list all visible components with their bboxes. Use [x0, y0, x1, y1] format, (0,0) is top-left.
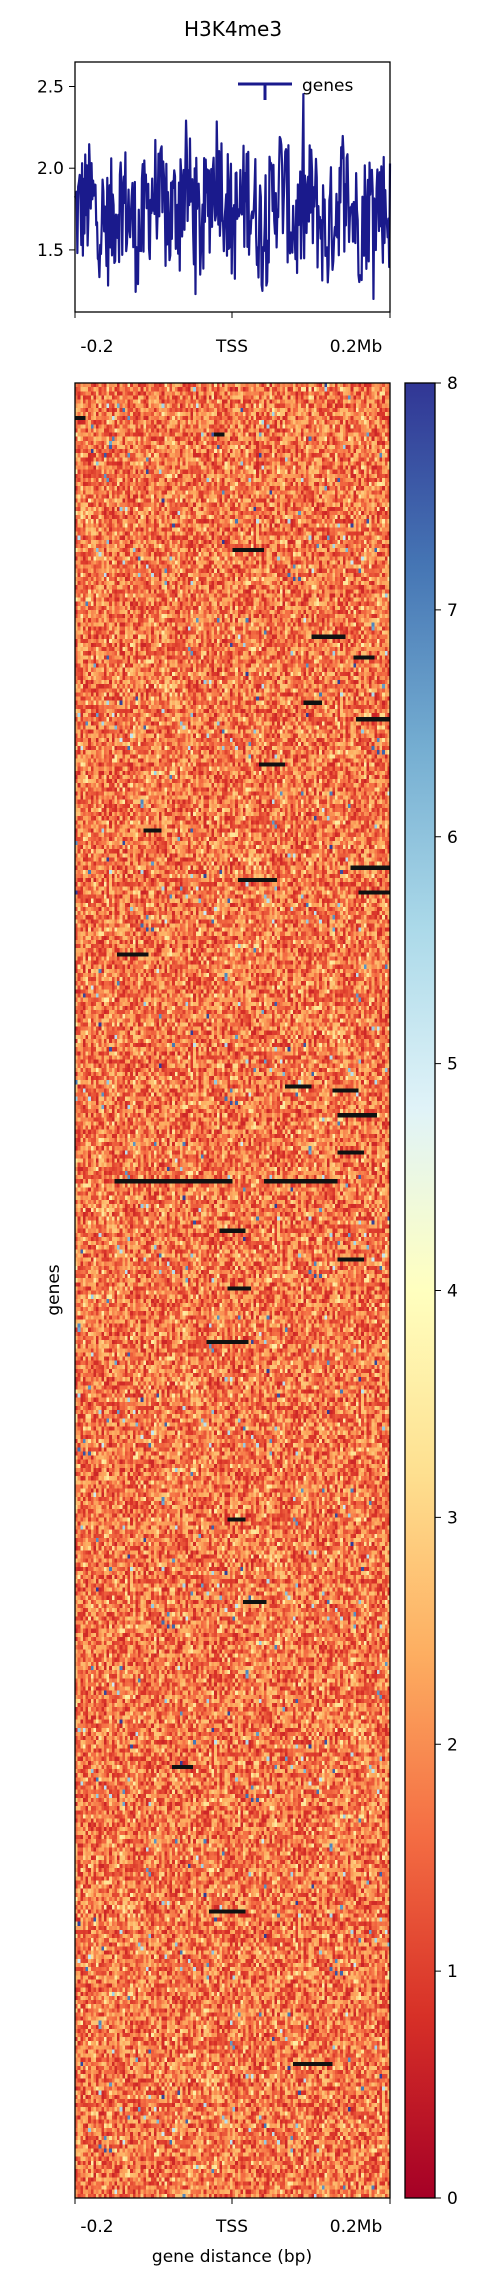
- heatmap-plot: genes -0.2 TSS 0.2Mb gene distance (bp): [44, 382, 391, 2267]
- heatmap-image: [75, 383, 390, 2198]
- profile-legend: genes: [238, 76, 353, 100]
- colorbar-tick-label: 2: [447, 1735, 458, 1755]
- heatmap-x-label: gene distance (bp): [152, 2247, 312, 2267]
- profile-y-tick-label: 1.5: [37, 241, 64, 261]
- colorbar-tick-label: 1: [447, 1962, 458, 1982]
- heatmap-y-label: genes: [44, 1264, 64, 1315]
- heatmap-cells: [75, 383, 390, 2198]
- colorbar-ticks: 0 1 2 3 4 5 6 7 8: [435, 374, 458, 2209]
- heatmap-x-tick-label: 0.2Mb: [330, 2217, 383, 2237]
- profile-x-axis: -0.2 TSS 0.2Mb: [74, 312, 391, 357]
- profile-y-axis: 1.5 2.0 2.5: [37, 78, 75, 261]
- profile-line-layer: [73, 92, 392, 301]
- heatmap-x-tick-label: -0.2: [80, 2217, 113, 2237]
- heatmap-x-axis: -0.2 TSS 0.2Mb gene distance (bp): [74, 2198, 391, 2267]
- colorbar-tick-label: 7: [447, 601, 458, 621]
- legend-label-genes: genes: [302, 76, 353, 96]
- colorbar-tick-label: 5: [447, 1055, 458, 1075]
- profile-y-tick-label: 2.0: [37, 159, 64, 179]
- profile-line-genes: [73, 92, 392, 301]
- colorbar-tick-label: 6: [447, 828, 458, 848]
- heatmap-x-tick-label: TSS: [215, 2217, 248, 2237]
- profile-title: H3K4me3: [184, 17, 282, 41]
- colorbar: 0 1 2 3 4 5 6 7 8: [404, 374, 458, 2209]
- profile-y-tick-label: 2.5: [37, 78, 64, 98]
- colorbar-tick-label: 4: [447, 1282, 458, 1302]
- profile-x-tick-label: TSS: [215, 337, 248, 357]
- profile-plot: 1.5 2.0 2.5 -0.2 TSS 0.2Mb genes: [37, 61, 392, 357]
- colorbar-tick-label: 8: [447, 374, 458, 394]
- colorbar-tick-label: 3: [447, 1508, 458, 1528]
- profile-x-tick-label: 0.2Mb: [330, 337, 383, 357]
- colorbar-gradient: [404, 382, 436, 2199]
- profile-x-tick-label: -0.2: [80, 337, 113, 357]
- colorbar-tick-label: 0: [447, 2189, 458, 2209]
